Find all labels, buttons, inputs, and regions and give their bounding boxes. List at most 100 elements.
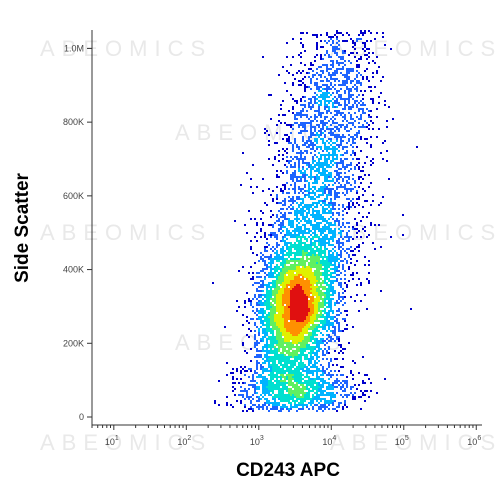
event-dot <box>304 392 306 394</box>
event-dot <box>296 112 298 114</box>
event-dot <box>282 190 284 192</box>
event-dot <box>362 108 364 110</box>
event-dot <box>264 310 266 312</box>
event-dot <box>252 192 254 194</box>
event-dot <box>326 150 328 152</box>
event-dot <box>346 328 348 330</box>
event-dot <box>274 248 276 250</box>
event-dot <box>336 48 338 50</box>
event-dot <box>304 262 306 264</box>
event-dot <box>322 170 324 172</box>
event-dot <box>370 40 372 42</box>
event-dot <box>328 152 330 154</box>
event-dot <box>348 170 350 172</box>
event-dot <box>326 276 328 278</box>
event-dot <box>338 326 340 328</box>
watermark-text: ABEOMICS <box>40 220 212 245</box>
event-dot <box>316 282 318 284</box>
event-dot <box>318 300 320 302</box>
event-dot <box>274 370 276 372</box>
event-dot <box>280 338 282 340</box>
event-dot <box>322 186 324 188</box>
event-dot <box>296 266 298 268</box>
event-dot <box>316 392 318 394</box>
event-dot <box>294 340 296 342</box>
event-dot <box>310 310 312 312</box>
event-dot <box>264 350 266 352</box>
event-dot <box>260 252 262 254</box>
event-dot <box>308 344 310 346</box>
event-dot <box>292 234 294 236</box>
event-dot <box>306 142 308 144</box>
event-dot <box>278 318 280 320</box>
event-dot <box>262 346 264 348</box>
event-dot <box>310 308 312 310</box>
event-dot <box>300 204 302 206</box>
event-dot <box>332 202 334 204</box>
event-dot <box>256 272 258 274</box>
event-dot <box>266 274 268 276</box>
event-dot <box>312 104 314 106</box>
event-dot <box>250 406 252 408</box>
event-dot <box>328 242 330 244</box>
event-dot <box>270 332 272 334</box>
event-dot <box>310 152 312 154</box>
event-dot <box>316 376 318 378</box>
event-dot <box>302 336 304 338</box>
event-dot <box>344 102 346 104</box>
event-dot <box>346 382 348 384</box>
event-dot <box>318 340 320 342</box>
event-dot <box>290 322 292 324</box>
event-dot <box>386 160 388 162</box>
event-dot <box>310 172 312 174</box>
event-dot <box>346 310 348 312</box>
event-dot <box>300 172 302 174</box>
event-dot <box>270 232 272 234</box>
event-dot <box>334 380 336 382</box>
event-dot <box>358 130 360 132</box>
event-dot <box>342 214 344 216</box>
event-dot <box>344 50 346 52</box>
event-dot <box>314 332 316 334</box>
event-dot <box>314 230 316 232</box>
event-dot <box>310 234 312 236</box>
event-dot <box>338 162 340 164</box>
event-dot <box>316 272 318 274</box>
event-dot <box>296 282 298 284</box>
event-dot <box>316 120 318 122</box>
event-dot <box>298 382 300 384</box>
event-dot <box>294 274 296 276</box>
event-dot <box>304 310 306 312</box>
event-dot <box>288 330 290 332</box>
event-dot <box>334 326 336 328</box>
event-dot <box>338 308 340 310</box>
event-dot <box>362 206 364 208</box>
event-dot <box>312 294 314 296</box>
event-dot <box>292 332 294 334</box>
event-dot <box>270 382 272 384</box>
event-dot <box>318 96 320 98</box>
event-dot <box>300 170 302 172</box>
event-dot <box>316 246 318 248</box>
event-dot <box>304 376 306 378</box>
event-dot <box>246 232 248 234</box>
event-dot <box>270 304 272 306</box>
event-dot <box>286 322 288 324</box>
event-dot <box>262 406 264 408</box>
event-dot <box>328 120 330 122</box>
event-dot <box>320 256 322 258</box>
event-dot <box>296 306 298 308</box>
event-dot <box>282 216 284 218</box>
event-dot <box>296 216 298 218</box>
event-dot <box>330 402 332 404</box>
event-dot <box>302 246 304 248</box>
event-dot <box>314 288 316 290</box>
event-dot <box>352 70 354 72</box>
event-dot <box>306 384 308 386</box>
event-dot <box>338 32 340 34</box>
event-dot <box>278 360 280 362</box>
event-dot <box>380 290 382 292</box>
event-dot <box>286 166 288 168</box>
event-dot <box>372 60 374 62</box>
event-dot <box>314 192 316 194</box>
